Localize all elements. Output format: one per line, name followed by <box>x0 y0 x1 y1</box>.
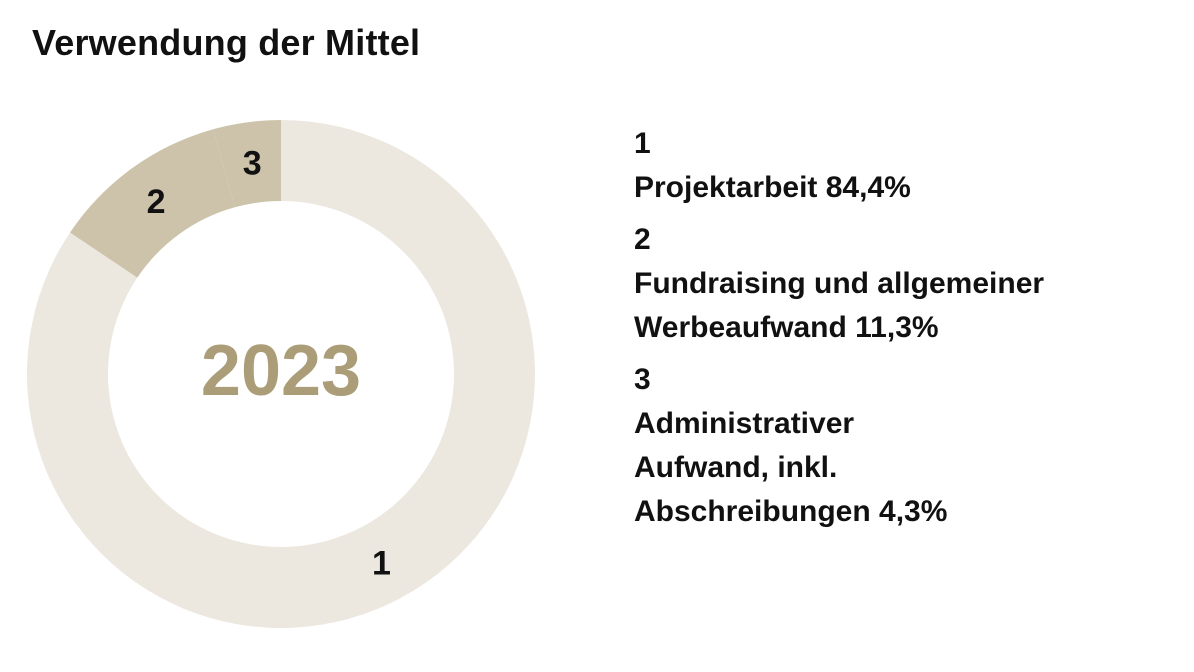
donut-slice-2 <box>70 129 235 278</box>
donut-slice-1 <box>26 120 536 629</box>
legend-number: 1 <box>634 127 651 160</box>
slice-label-1: 1 <box>372 544 391 582</box>
donut-center-year: 2023 <box>201 331 361 411</box>
chart-title: Verwendung der Mittel <box>32 22 421 63</box>
donut-slices <box>26 120 536 629</box>
donut-slice-3 <box>213 120 281 208</box>
legend-text: Abschreibungen 4,3% <box>634 495 948 528</box>
donut-chart: 1 2 3 2023 <box>26 120 536 629</box>
slice-labels: 1 2 3 <box>147 144 391 582</box>
slice-label-3: 3 <box>243 144 262 182</box>
legend-number: 2 <box>634 223 651 256</box>
legend-entry-2: 2 Fundraising und allgemeiner Werbeaufwa… <box>634 218 1154 350</box>
legend-text: Administrativer <box>634 407 855 440</box>
legend-number: 3 <box>634 363 651 396</box>
legend-text: Werbeaufwand 11,3% <box>634 311 939 344</box>
slice-label-2: 2 <box>147 183 166 221</box>
legend-text: Aufwand, inkl. <box>634 451 838 484</box>
legend-entry-3: 3 Administrativer Aufwand, inkl. Abschre… <box>634 358 1154 534</box>
legend: 1 Projektarbeit 84,4% 2 Fundraising und … <box>634 122 1154 542</box>
legend-text: Fundraising und allgemeiner <box>634 267 1045 300</box>
legend-text: Projektarbeit 84,4% <box>634 171 911 204</box>
legend-entry-1: 1 Projektarbeit 84,4% <box>634 122 1154 210</box>
